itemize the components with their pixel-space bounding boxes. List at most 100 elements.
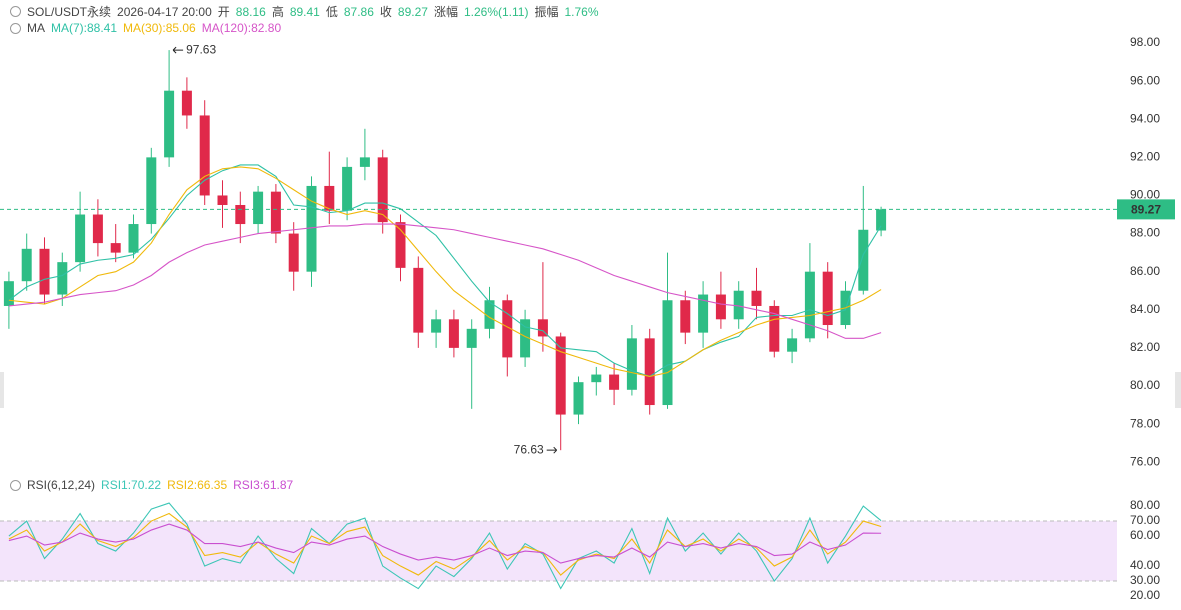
candle-body	[626, 338, 637, 390]
rsi-legend: RSI(6,12,24) RSI1:70.22 RSI2:66.35 RSI3:61…	[10, 478, 293, 492]
candle-body	[270, 191, 281, 234]
candle-body	[359, 157, 370, 167]
candle-body	[75, 214, 86, 263]
last-price-tag	[1117, 199, 1175, 220]
y-tick-label: 78.00	[1130, 416, 1160, 430]
candle-body	[804, 271, 815, 339]
indicator-name: MA	[27, 21, 45, 35]
y-tick-label: 30.00	[1130, 573, 1160, 587]
collapse-icon[interactable]	[10, 22, 21, 34]
y-tick-label: 80.00	[1130, 498, 1160, 512]
candle-body	[644, 338, 655, 406]
symbol: SOL/USDT永续	[27, 5, 112, 19]
time: 2026-04-17 20:00	[117, 4, 212, 19]
candle-body	[537, 319, 548, 337]
legend-entry: RSI3:61.87	[233, 478, 294, 492]
candle-body	[787, 338, 798, 352]
candle-body	[395, 222, 406, 268]
legend-entry: MA(7):88.41	[51, 21, 118, 35]
last-price-label: 89.27	[1131, 203, 1161, 217]
candle-body	[733, 290, 744, 320]
collapse-icon[interactable]	[10, 6, 21, 17]
y-tick-label: 92.00	[1130, 150, 1160, 164]
candle-body	[253, 191, 264, 225]
candle-body	[128, 224, 139, 253]
candle-body	[377, 157, 388, 223]
candle-body	[858, 229, 869, 291]
candle-body	[39, 248, 50, 295]
candle-body	[57, 262, 68, 295]
candle-body	[822, 271, 833, 326]
info-bar: SOL/USDT永续 2026-04-17 20:00 开 88.16 高 89.41…	[10, 3, 599, 20]
ma-line	[8, 164, 882, 378]
info-label: 收	[379, 5, 392, 19]
rsi-band	[0, 521, 1117, 582]
legend-entry: MA(120):82.80	[201, 21, 282, 35]
candle-body	[715, 294, 726, 320]
ma-line	[8, 223, 882, 339]
candle-body	[698, 294, 709, 333]
candle-body	[110, 243, 121, 253]
min-label: 76.63	[514, 442, 544, 456]
candle-body	[199, 115, 210, 196]
y-tick-label: 84.00	[1130, 302, 1160, 316]
ma-line	[8, 166, 882, 378]
scroll-right[interactable]	[1175, 372, 1181, 408]
candle-body	[484, 300, 495, 329]
y-tick-label: 80.00	[1130, 378, 1160, 392]
arrow	[172, 46, 184, 54]
legend-entry: RSI1:70.22	[101, 478, 162, 492]
rsi-line	[8, 523, 882, 564]
info-label: 开	[217, 5, 230, 19]
candle-body	[466, 328, 477, 348]
candle-body	[431, 319, 442, 333]
info-value: 89.41	[289, 4, 320, 19]
y-tick-label: 94.00	[1130, 111, 1160, 125]
candle-body	[217, 195, 228, 205]
y-tick-label: 98.00	[1130, 35, 1160, 49]
candle-body	[876, 209, 887, 231]
candle-body	[413, 267, 424, 333]
candle-body	[288, 233, 299, 272]
info-value: 87.86	[343, 4, 374, 19]
collapse-icon[interactable]	[10, 479, 21, 491]
candle-body	[769, 305, 780, 352]
candle-body	[555, 336, 566, 415]
y-tick-label: 60.00	[1130, 528, 1160, 542]
candle-body	[448, 319, 459, 348]
candle-body	[92, 214, 103, 244]
candle-body	[662, 300, 673, 406]
candle-body	[181, 90, 192, 116]
candle-body	[520, 319, 531, 358]
indicator-name: RSI(6,12,24)	[27, 478, 96, 492]
candle-body	[609, 374, 620, 390]
candle-body	[591, 374, 602, 383]
y-tick-label: 86.00	[1130, 264, 1160, 278]
info-value: 1.26%(1.11)	[463, 4, 529, 19]
info-label: 低	[325, 5, 338, 19]
candle-body	[164, 90, 175, 158]
y-tick-label: 88.00	[1130, 226, 1160, 240]
y-tick-label: 40.00	[1130, 558, 1160, 572]
candle-body	[680, 300, 691, 333]
scroll-left[interactable]	[0, 372, 4, 408]
candle-body	[751, 290, 762, 306]
legend-entry: MA(30):85.06	[123, 21, 196, 35]
candle-body	[3, 281, 14, 306]
legend-entry: RSI2:66.35	[167, 478, 228, 492]
y-tick-label: 70.00	[1130, 513, 1160, 527]
candle-body	[146, 157, 157, 225]
info-label: 振幅	[534, 5, 559, 19]
candle-body	[21, 248, 32, 282]
max-label: 97.63	[186, 42, 216, 56]
info-label: 涨幅	[433, 5, 458, 19]
y-tick-label: 20.00	[1130, 588, 1160, 602]
candle-body	[342, 166, 353, 211]
rsi-line	[8, 512, 882, 576]
y-tick-label: 82.00	[1130, 340, 1160, 354]
ma-legend: MA MA(7):88.41 MA(30):85.06 MA(120):82.80	[10, 21, 281, 35]
candle-body	[573, 382, 584, 415]
candle-body	[324, 185, 335, 211]
